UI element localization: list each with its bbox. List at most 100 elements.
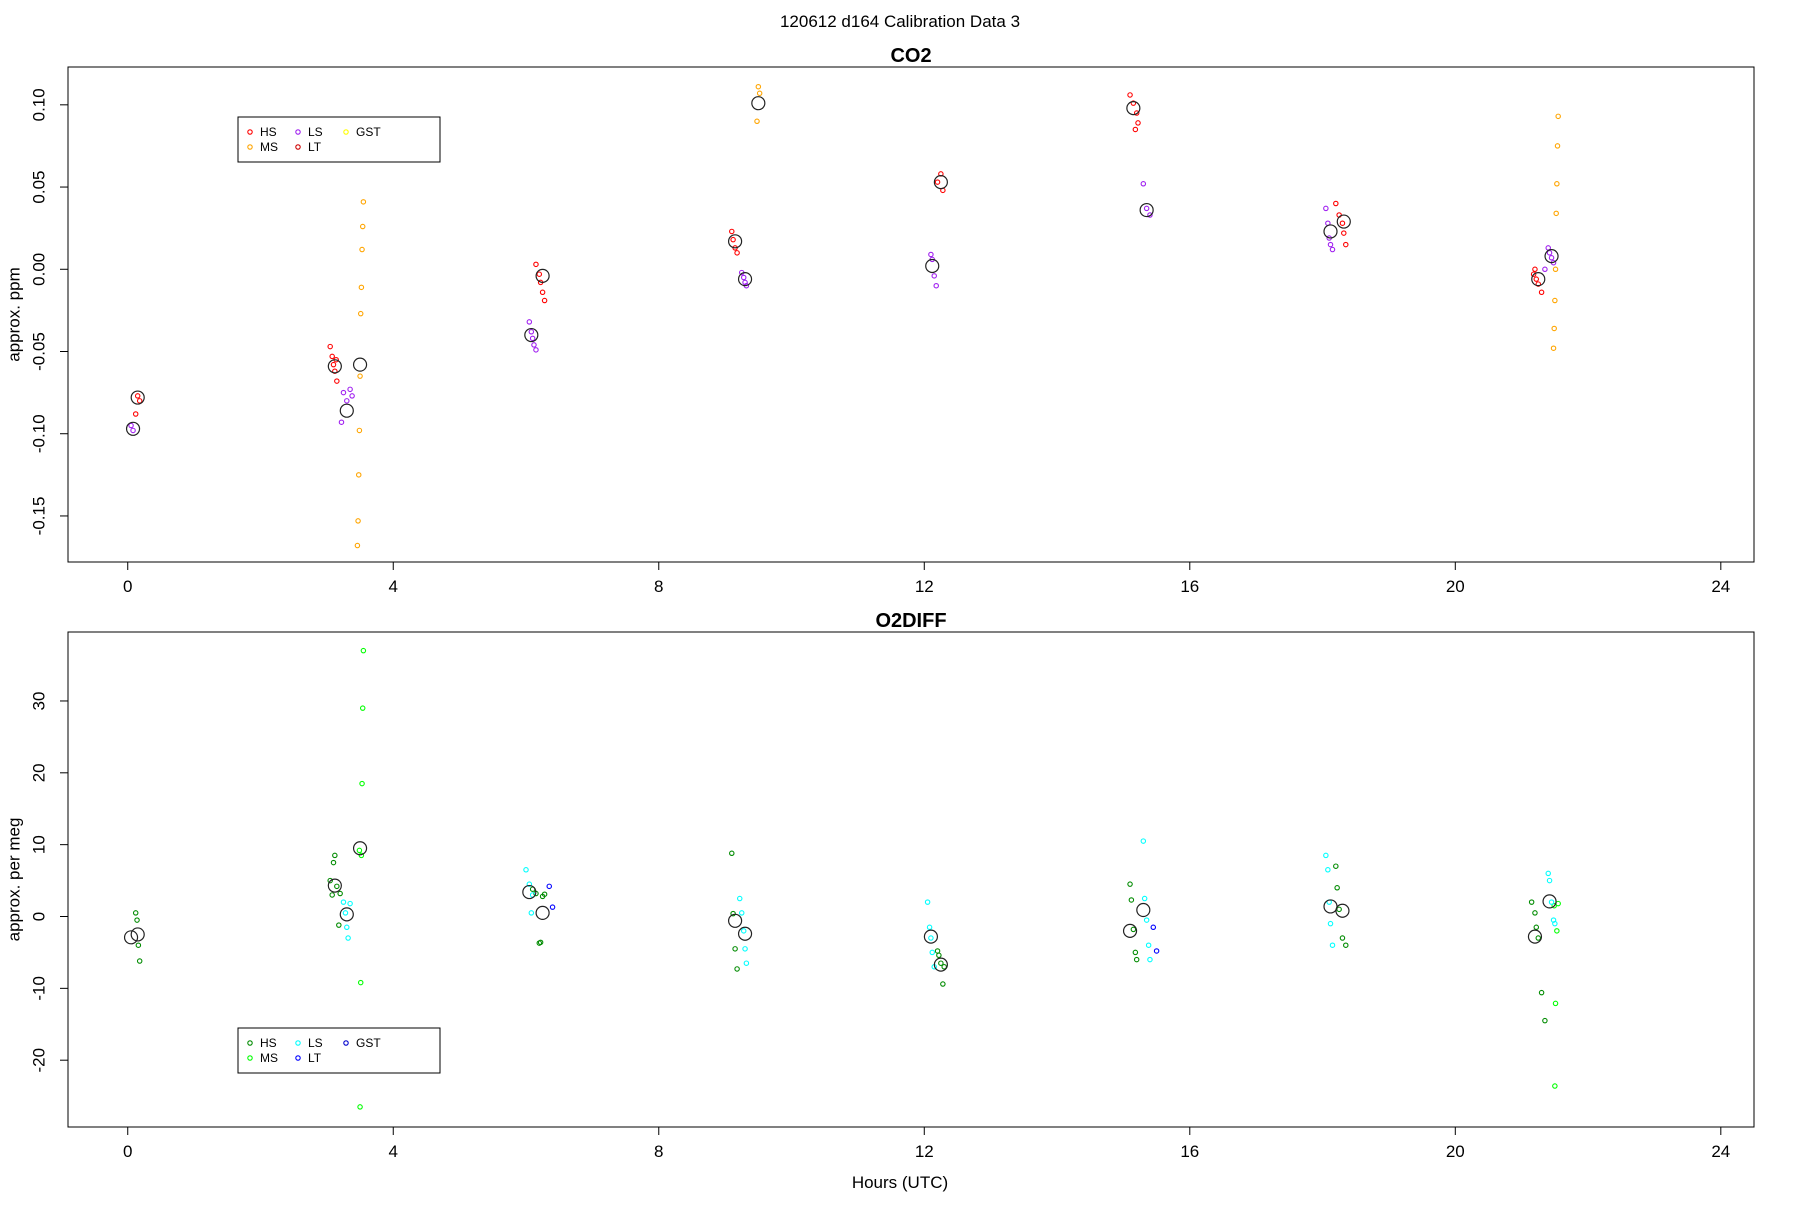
data-point: [1552, 1083, 1558, 1089]
legend-marker: [295, 1040, 301, 1046]
y-axis-label: approx. per meg: [4, 818, 23, 942]
average-point: [1122, 923, 1138, 938]
data-point: [1343, 241, 1349, 248]
average-markers: [125, 96, 1559, 436]
x-tick-label: 0: [123, 577, 132, 596]
data-point: [360, 199, 367, 205]
data-point: [342, 910, 349, 916]
data-point: [1548, 899, 1555, 905]
average-point: [737, 272, 753, 287]
data-point: [330, 361, 337, 368]
data-point: [1327, 241, 1334, 248]
data-point: [330, 859, 337, 866]
data-point: [1535, 935, 1542, 941]
data-point: [1153, 948, 1160, 954]
data-point: [936, 952, 942, 959]
data-point: [730, 910, 736, 917]
data-point: [528, 910, 535, 916]
y-axis: -20 -10 0 10 20 30: [29, 692, 69, 1072]
data-point: [345, 935, 351, 941]
data-point: [355, 472, 362, 478]
x-tick-label: 8: [654, 577, 663, 596]
data-point: [1551, 902, 1557, 909]
x-tick-label: 24: [1711, 577, 1730, 596]
data-point: [340, 389, 347, 396]
data-point: [1339, 220, 1346, 226]
data-point: [1532, 910, 1538, 916]
y-tick-label: 20: [29, 763, 48, 782]
y-tick-label: -0.10: [29, 414, 48, 453]
data-point: [337, 890, 343, 897]
data-point: [541, 297, 548, 304]
panel-title: CO2: [890, 45, 931, 67]
data-point: [1329, 246, 1336, 253]
data-point: [340, 899, 347, 905]
legend-label: MS: [260, 1051, 278, 1065]
data-point: [334, 378, 340, 384]
data-point: [332, 852, 338, 859]
legend-marker: [343, 129, 349, 135]
data-point: [1147, 212, 1153, 218]
data-point: [136, 398, 143, 404]
data-point: [1538, 989, 1545, 996]
y-tick-label: 10: [29, 835, 48, 854]
legend-label: MS: [260, 140, 278, 154]
average-point: [737, 926, 753, 941]
data-point: [755, 83, 762, 90]
data-point: [734, 966, 740, 972]
series-ls: [128, 181, 1557, 434]
data-point: [360, 647, 367, 654]
figure-xlabel: Hours (UTC): [852, 1173, 948, 1192]
average-point: [327, 359, 342, 374]
legend-marker: [295, 144, 301, 150]
average-point: [1136, 902, 1151, 918]
data-point: [1538, 289, 1545, 296]
average-point: [130, 927, 145, 942]
series-ls: [340, 838, 1558, 970]
data-point: [1135, 120, 1141, 126]
y-tick-label: 0.05: [29, 171, 48, 204]
data-point: [359, 780, 365, 787]
data-point: [329, 892, 335, 898]
data-point: [359, 223, 366, 230]
data-point: [1133, 956, 1140, 963]
x-tick-label: 20: [1446, 1142, 1465, 1161]
data-point: [359, 705, 366, 711]
average-point: [339, 403, 354, 418]
data-point: [358, 852, 365, 859]
average-point: [925, 258, 940, 274]
data-point: [1545, 870, 1551, 877]
average-point: [923, 929, 939, 944]
y-tick-label: 0.00: [29, 253, 48, 286]
figure-title: 120612 d164 Calibration Data 3: [780, 12, 1020, 31]
legend-label: LS: [308, 125, 323, 139]
data-point: [1550, 345, 1557, 351]
y-tick-label: -0.15: [29, 497, 48, 536]
chart-panel-co2: CO2 0 4 8 12 16 20 24 -0.15 -0.10 -0.05 0.00 0.05 0.1…: [4, 45, 1755, 596]
average-point: [524, 327, 539, 343]
data-point: [1530, 271, 1537, 277]
data-point: [539, 289, 546, 296]
data-point: [1553, 210, 1559, 217]
data-point: [537, 939, 544, 946]
data-point: [929, 949, 935, 956]
data-point: [523, 867, 529, 873]
data-point: [1334, 885, 1340, 891]
data-point: [136, 958, 143, 964]
average-point: [751, 96, 766, 111]
average-point: [1335, 903, 1350, 918]
average-point: [1544, 249, 1559, 264]
data-point: [1133, 110, 1140, 116]
average-point: [327, 878, 342, 893]
data-point: [130, 427, 136, 434]
average-point: [1126, 101, 1141, 116]
data-point: [730, 236, 736, 243]
data-point: [1327, 920, 1334, 927]
chart-panel-o2diff: O2DIFF 0 4 8 12 16 20 24 -20 -10 0 10 20 30 approx. pe…: [4, 610, 1755, 1161]
x-tick-label: 24: [1711, 1142, 1730, 1161]
data-point: [933, 282, 939, 289]
x-axis: 0 4 8 12 16 20 24: [123, 561, 1730, 596]
